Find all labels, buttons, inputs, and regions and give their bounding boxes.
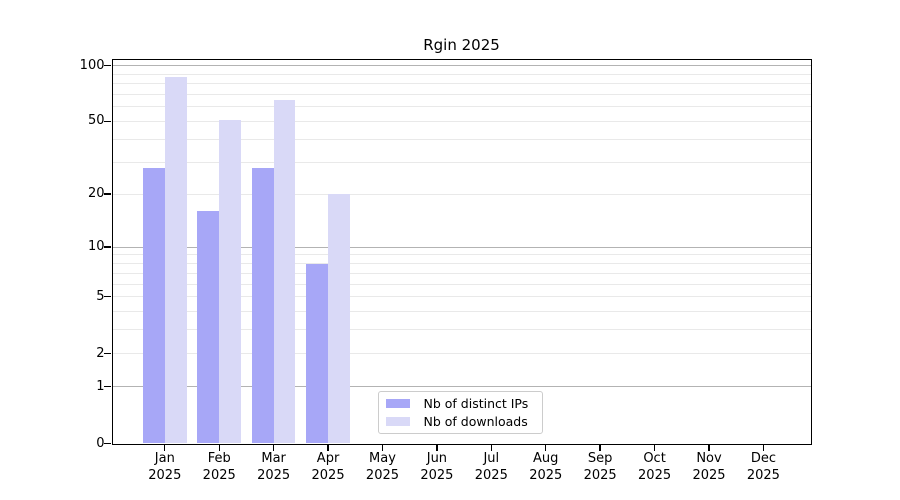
y-tick-label-10: 10 [87, 239, 105, 255]
x-tick-label-apr-2025: Apr 2025 [311, 450, 345, 483]
legend-swatch-distinct-ips [385, 399, 410, 408]
x-tick-may-2025 [381, 445, 384, 451]
y-tick-label-1: 1 [96, 378, 105, 394]
y-tick-2 [104, 352, 111, 355]
gridline-minor [112, 283, 811, 285]
bar-nb-of-distinct-ips-feb-2025 [197, 211, 220, 444]
bar-nb-of-downloads-mar-2025 [273, 100, 296, 444]
x-tick-apr-2025 [327, 445, 329, 451]
x-tick-oct-2025 [653, 445, 656, 451]
gridline-minor [112, 329, 811, 331]
gridline-minor [112, 73, 811, 75]
gridline-minor [112, 263, 811, 265]
y-tick-label-50: 50 [87, 113, 105, 129]
x-tick-jul-2025 [490, 445, 492, 451]
bar-nb-of-downloads-jan-2025 [164, 76, 187, 444]
bar-nb-of-downloads-apr-2025 [328, 194, 350, 444]
y-tick-5 [104, 296, 111, 298]
bar-nb-of-downloads-feb-2025 [219, 119, 241, 444]
y-tick-1 [104, 386, 111, 388]
x-tick-jan-2025 [164, 445, 166, 451]
x-tick-label-jun-2025: Jun 2025 [420, 450, 454, 483]
gridline-minor [112, 272, 811, 274]
legend-label-downloads: Nb of downloads [423, 414, 528, 429]
gridline-minor [112, 120, 811, 122]
gridline-minor [112, 193, 811, 195]
x-tick-label-aug-2025: Aug 2025 [529, 450, 563, 483]
y-tick-label-2: 2 [96, 345, 105, 361]
x-tick-jun-2025 [436, 445, 438, 451]
y-tick-50 [104, 120, 111, 123]
gridline-minor [112, 254, 811, 256]
x-tick-label-mar-2025: Mar 2025 [257, 450, 291, 483]
gridline-major [112, 386, 811, 388]
bar-nb-of-distinct-ips-jan-2025 [143, 167, 165, 444]
x-tick-sep-2025 [599, 445, 601, 451]
gridline-major [112, 246, 811, 248]
x-tick-nov-2025 [708, 445, 710, 451]
y-tick-label-5: 5 [96, 288, 105, 304]
plot-area: Nb of distinct IPs Nb of downloads 0 1 2 5 1… [80, 58, 812, 483]
gridline-minor [112, 93, 811, 95]
y-tick-10 [104, 246, 111, 248]
x-tick-dec-2025 [762, 445, 765, 451]
legend-row: Nb of distinct IPs [385, 396, 542, 411]
x-tick-label-may-2025: May 2025 [365, 450, 400, 483]
x-tick-label-jan-2025: Jan 2025 [148, 450, 182, 483]
x-tick-mar-2025 [272, 445, 275, 451]
bar-nb-of-distinct-ips-mar-2025 [251, 167, 274, 444]
y-tick-label-20: 20 [87, 186, 105, 202]
x-tick-aug-2025 [545, 445, 547, 451]
gridline-minor [112, 353, 811, 355]
legend: Nb of distinct IPs Nb of downloads [377, 391, 543, 434]
legend-label-distinct-ips: Nb of distinct IPs [423, 396, 529, 411]
y-tick-20 [104, 193, 111, 195]
gridline-major [112, 65, 811, 66]
y-tick-label-100: 100 [79, 57, 105, 73]
x-tick-label-nov-2025: Nov 2025 [692, 450, 726, 483]
x-tick-label-sep-2025: Sep 2025 [583, 450, 617, 483]
legend-row: Nb of downloads [385, 414, 542, 429]
gridline-minor [112, 311, 811, 313]
legend-swatch-downloads [385, 417, 410, 426]
y-tick-0 [104, 442, 111, 445]
x-tick-label-feb-2025: Feb 2025 [202, 450, 236, 483]
chart-title: Rgin 2025 [423, 36, 500, 54]
gridline-minor [112, 106, 811, 108]
x-tick-label-oct-2025: Oct 2025 [638, 450, 672, 483]
gridline-minor [112, 161, 811, 163]
x-tick-label-dec-2025: Dec 2025 [746, 450, 780, 483]
gridline-minor [112, 138, 811, 140]
y-tick-100 [104, 64, 111, 67]
y-tick-label-0: 0 [96, 435, 105, 451]
gridline-minor [112, 296, 811, 298]
x-tick-label-jul-2025: Jul 2025 [474, 450, 508, 483]
gridline-minor [112, 83, 811, 85]
x-tick-feb-2025 [218, 445, 220, 451]
bar-nb-of-distinct-ips-apr-2025 [306, 263, 329, 444]
